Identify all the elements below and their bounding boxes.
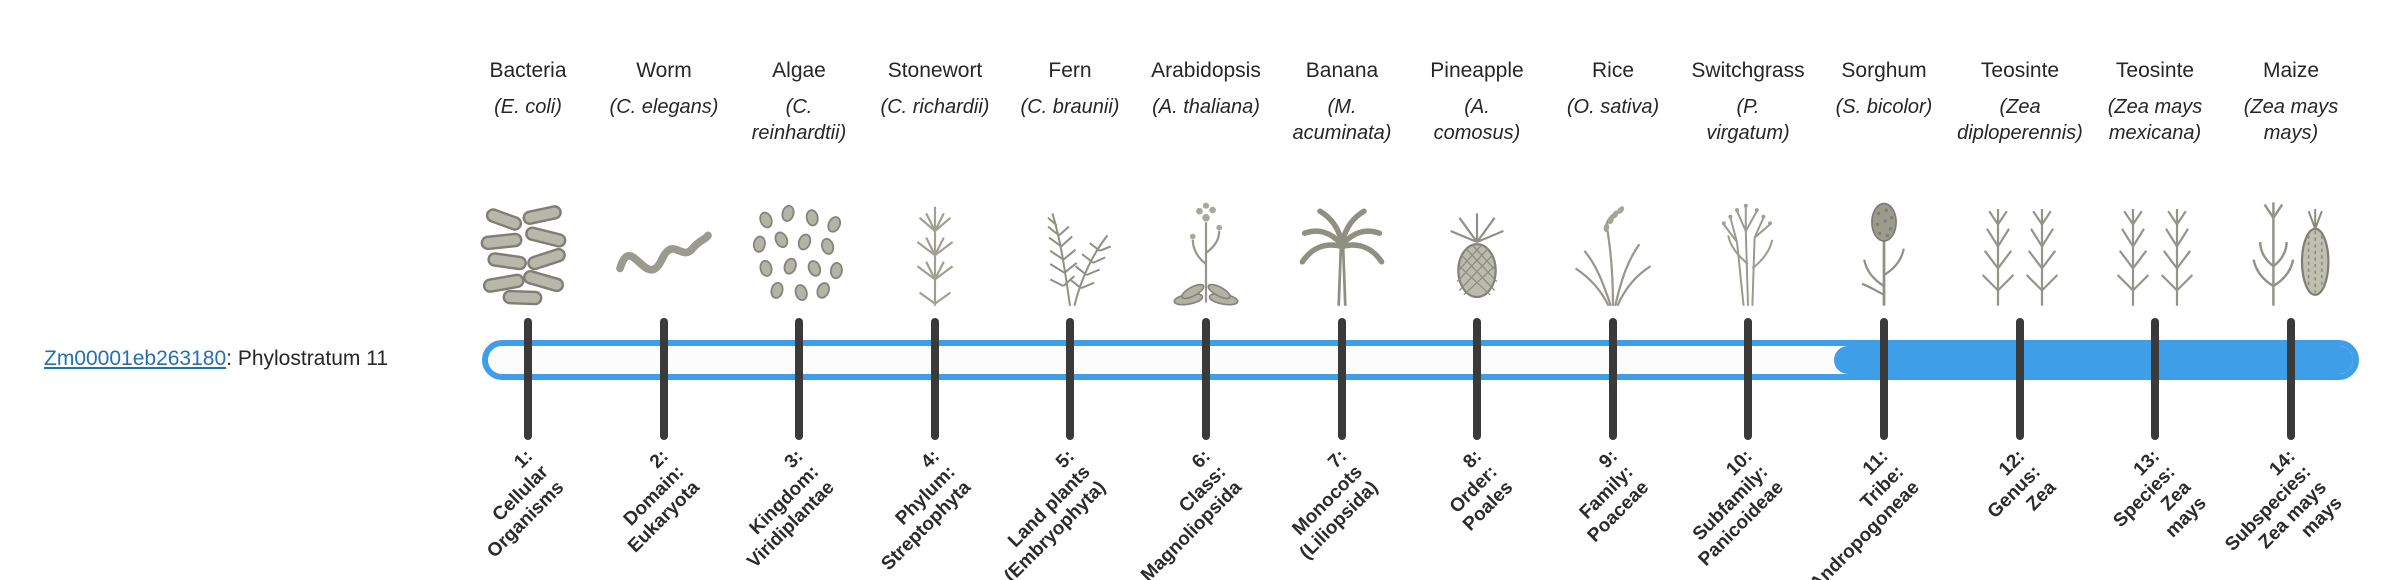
organism-common-name: Rice: [1591, 59, 1634, 82]
organism-scientific-name: (Zea mays mexicana): [2107, 96, 2203, 144]
phylostratum-tick: [1066, 318, 1074, 440]
gene-phylostratum-text: : Phylostratum 11: [226, 347, 389, 370]
stratum-label: 6: Class: Magnoliopsida: [1137, 446, 1246, 580]
organism-scientific-name: (E. coli): [494, 96, 562, 118]
organism-scientific-name: (Zea mays mays): [2243, 96, 2339, 144]
banana-icon: [1287, 180, 1397, 308]
organism-scientific-name: (A. comosus): [1433, 96, 1521, 144]
organism-common-name: Teosinte: [2115, 59, 2195, 82]
organism-scientific-name: (A. thaliana): [1152, 96, 1260, 118]
phylostratum-tick: [660, 318, 668, 440]
teosinte-icon: [2100, 180, 2210, 308]
rice-icon: [1558, 180, 1668, 308]
organism-scientific-name: (M. acuminata): [1292, 96, 1392, 144]
maize-icon: [2236, 180, 2346, 308]
organism-common-name: Worm: [636, 59, 692, 82]
stratum-label: 12: Genus: Zea: [1983, 446, 2060, 523]
stratum-label: 5: Land plants (Embryophyta): [1000, 446, 1110, 580]
phylostratum-tick: [1473, 318, 1481, 440]
stratum-label: 8: Order: Poales: [1445, 446, 1517, 536]
organism-common-name: Sorghum: [1841, 59, 1927, 82]
phylostratum-tick: [795, 318, 803, 440]
organism-scientific-name: (C. reinhardtii): [751, 96, 847, 144]
organism-common-name: Banana: [1305, 59, 1379, 82]
stonewort-icon: [880, 180, 990, 308]
phylostratum-tick: [2287, 318, 2295, 440]
organism-common-name: Fern: [1048, 59, 1092, 82]
organism-scientific-name: (C. richardii): [880, 96, 990, 118]
phylostratum-tick: [2151, 318, 2159, 440]
gene-label: Zm00001eb263180: Phylostratum 11: [44, 345, 388, 373]
stratum-label: 3: Kingdom: Viridiplantae: [743, 446, 839, 573]
organism-scientific-name: (O. sativa): [1566, 96, 1660, 118]
organism-common-name: Pineapple: [1430, 59, 1524, 82]
stratum-label: 9: Family: Poaceae: [1575, 446, 1653, 547]
phylostratum-tick: [1202, 318, 1210, 440]
phylostratum-tick: [524, 318, 532, 440]
organism-common-name: Maize: [2262, 59, 2320, 82]
stratum-label: 13: Species: Zea mays: [2109, 446, 2211, 542]
phylostratum-tick: [1744, 318, 1752, 440]
pineapple-icon: [1422, 180, 1532, 308]
stratum-label: 14: Subspecies: Zea mays mays: [2221, 446, 2347, 556]
organism-scientific-name: (P. virgatum): [1706, 96, 1790, 144]
organism-common-name: Teosinte: [1980, 59, 2060, 82]
algae-icon: [744, 180, 854, 308]
organism-scientific-name: (C. braunii): [1020, 96, 1120, 118]
teosinte-icon: [1965, 180, 2075, 308]
sorghum-icon: [1829, 180, 1939, 308]
stratum-label: 7: Monocots (Liliopsida): [1288, 446, 1382, 564]
switchgrass-icon: [1693, 180, 1803, 308]
worm-icon: [609, 180, 719, 308]
phylostratum-tick: [1609, 318, 1617, 440]
phylostratum-tick: [1338, 318, 1346, 440]
fern-icon: [1015, 180, 1125, 308]
stratum-label: 2: Domain: Eukaryota: [619, 446, 704, 557]
organism-common-name: Algae: [772, 59, 826, 82]
phylostratum-tick: [1880, 318, 1888, 440]
organism-scientific-name: (Zea diploperennis): [1957, 96, 2083, 144]
stratum-label: 10: Subfamily: Panicoideae: [1688, 446, 1788, 571]
arabidopsis-icon: [1151, 180, 1261, 308]
organism-scientific-name: (C. elegans): [609, 96, 719, 118]
bacteria-icon: [473, 180, 583, 308]
organism-common-name: Switchgrass: [1691, 59, 1805, 82]
stratum-label: 11: Tribe: Andropogoneae: [1806, 446, 1924, 580]
organism-scientific-name: (S. bicolor): [1835, 96, 1933, 118]
stratum-label: 4: Phylum: Streptophyta: [877, 446, 975, 575]
phylostratum-tick: [2016, 318, 2024, 440]
organism-common-name: Bacteria: [489, 59, 567, 82]
stratum-label: 1: Cellular Organisms: [482, 446, 568, 563]
phylostratum-track-fill: [1834, 346, 2353, 374]
organism-common-name: Arabidopsis: [1151, 59, 1261, 82]
phylostratum-track: [482, 340, 2359, 380]
phylostratum-tick: [931, 318, 939, 440]
gene-link[interactable]: Zm00001eb263180: [44, 347, 227, 370]
organism-common-name: Stonewort: [887, 59, 983, 82]
